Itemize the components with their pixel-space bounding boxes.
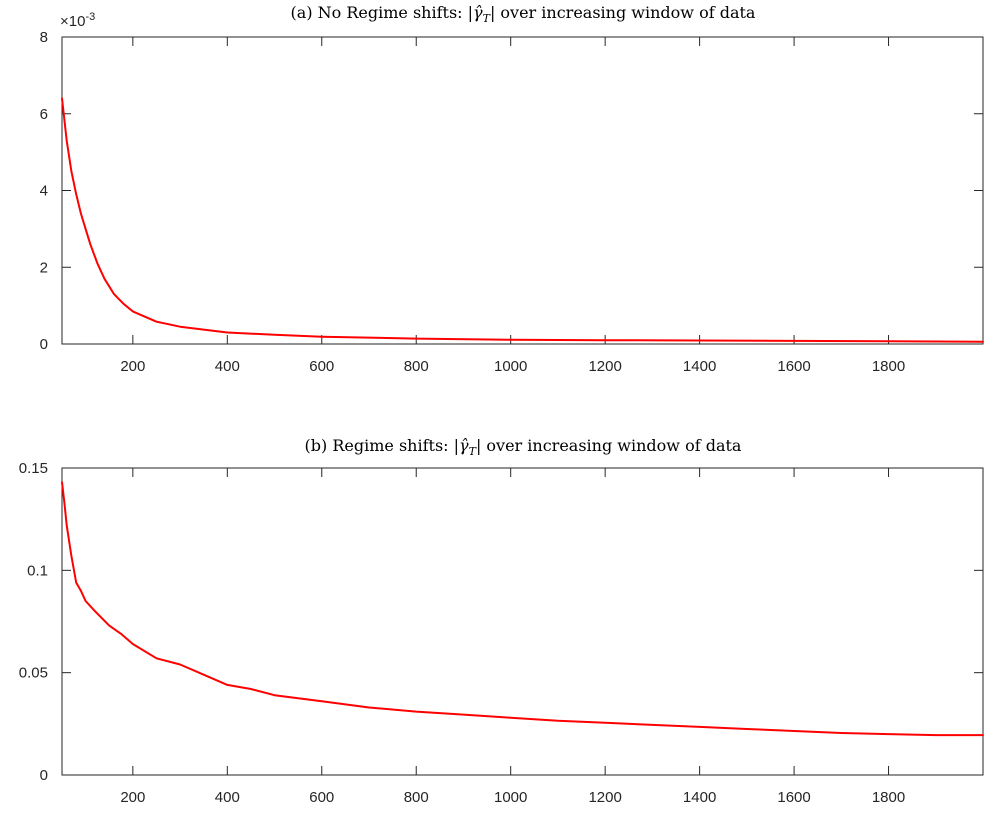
y-tick-label: 8 (40, 29, 48, 46)
y-exponent-label: ×10-3 (60, 11, 95, 30)
series-line-a (61, 97, 984, 343)
y-tick-label: 2 (40, 259, 48, 276)
x-tick-label: 1200 (588, 358, 621, 375)
x-tick-label: 800 (404, 789, 429, 806)
plot-area-b (61, 467, 984, 776)
x-ticks-b: 200 400 600 800 1000 1200 1400 1600 1800 (120, 468, 905, 806)
x-ticks-a: 200 400 600 800 1000 1200 1400 1600 1800 (120, 37, 905, 375)
x-tick-label: 1400 (683, 789, 716, 806)
x-tick-label: 200 (120, 358, 145, 375)
x-tick-label: 1000 (494, 789, 527, 806)
x-tick-label: 800 (404, 358, 429, 375)
plot-area-a (61, 36, 984, 345)
x-tick-label: 1600 (777, 789, 810, 806)
x-tick-label: 1400 (683, 358, 716, 375)
y-ticks-a: 0 2 4 6 8 (40, 29, 983, 353)
chart-title-b: (b) Regime shifts: |γ̂T| over increasing… (305, 436, 742, 458)
x-tick-label: 1000 (494, 358, 527, 375)
x-tick-label: 600 (309, 789, 334, 806)
x-tick-label: 1600 (777, 358, 810, 375)
y-tick-label: 0.1 (27, 562, 48, 579)
y-tick-label: 0.05 (19, 665, 48, 682)
y-tick-label: 0 (40, 767, 48, 784)
x-tick-label: 600 (309, 358, 334, 375)
x-tick-label: 400 (215, 789, 240, 806)
y-tick-label: 6 (40, 106, 48, 123)
y-tick-label: 4 (40, 183, 48, 200)
panel-b: (b) Regime shifts: |γ̂T| over increasing… (19, 436, 984, 806)
x-tick-label: 1200 (588, 789, 621, 806)
panel-a: (a) No Regime shifts: |γ̂T| over increas… (40, 3, 984, 375)
y-ticks-b: 0 0.05 0.1 0.15 (19, 460, 983, 784)
chart-title-a: (a) No Regime shifts: |γ̂T| over increas… (291, 3, 756, 25)
series-line-b (61, 481, 984, 737)
x-tick-label: 1800 (872, 789, 905, 806)
x-tick-label: 400 (215, 358, 240, 375)
x-tick-label: 1800 (872, 358, 905, 375)
x-tick-label: 200 (120, 789, 145, 806)
y-tick-label: 0 (40, 336, 48, 353)
y-tick-label: 0.15 (19, 460, 48, 477)
